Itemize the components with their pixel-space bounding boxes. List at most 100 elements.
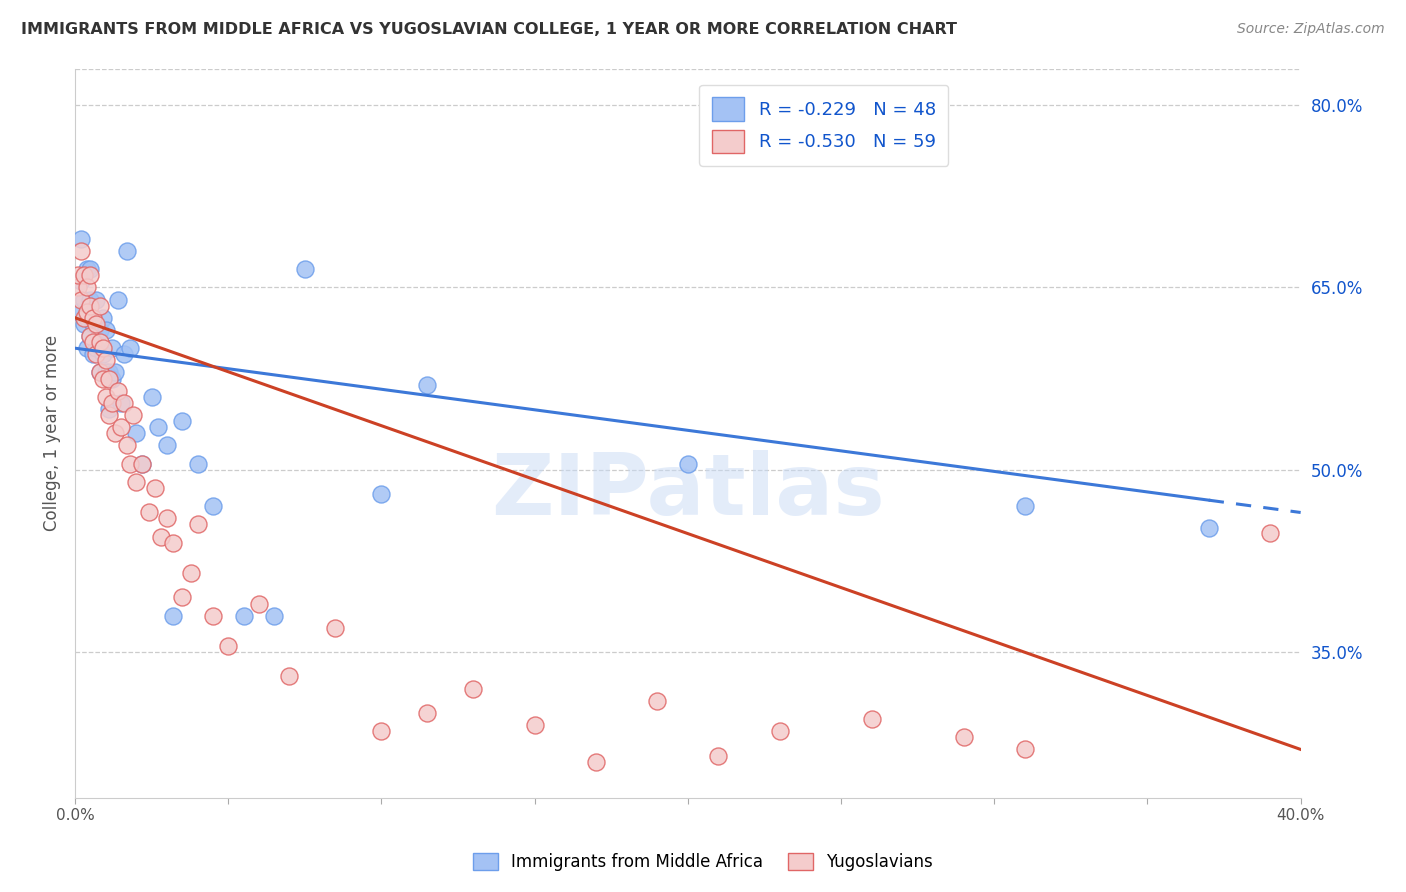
Point bbox=[707, 748, 730, 763]
Point bbox=[76, 304, 98, 318]
Point bbox=[97, 371, 120, 385]
Legend: Immigrants from Middle Africa, Yugoslavians: Immigrants from Middle Africa, Yugoslavi… bbox=[464, 845, 942, 880]
Point bbox=[676, 457, 699, 471]
Point bbox=[70, 232, 93, 246]
Point bbox=[463, 681, 485, 696]
Point bbox=[76, 280, 98, 294]
Point bbox=[73, 293, 96, 307]
Point bbox=[952, 731, 974, 745]
Point bbox=[79, 262, 101, 277]
Point bbox=[247, 597, 270, 611]
Point bbox=[232, 608, 254, 623]
Point bbox=[86, 347, 108, 361]
Point bbox=[131, 457, 153, 471]
Text: ZIPatlas: ZIPatlas bbox=[491, 450, 884, 533]
Point bbox=[769, 724, 792, 739]
Point bbox=[201, 500, 224, 514]
Point bbox=[82, 310, 104, 325]
Point bbox=[112, 347, 135, 361]
Point bbox=[138, 505, 160, 519]
Text: IMMIGRANTS FROM MIDDLE AFRICA VS YUGOSLAVIAN COLLEGE, 1 YEAR OR MORE CORRELATION: IMMIGRANTS FROM MIDDLE AFRICA VS YUGOSLA… bbox=[21, 22, 957, 37]
Point bbox=[104, 426, 127, 441]
Point bbox=[860, 712, 883, 726]
Point bbox=[73, 317, 96, 331]
Point bbox=[125, 426, 148, 441]
Point bbox=[263, 608, 285, 623]
Point bbox=[82, 335, 104, 350]
Point bbox=[325, 621, 347, 635]
Point bbox=[217, 639, 239, 653]
Point bbox=[156, 511, 179, 525]
Point bbox=[89, 335, 111, 350]
Point bbox=[110, 420, 132, 434]
Point bbox=[523, 718, 546, 732]
Point bbox=[97, 401, 120, 416]
Point bbox=[67, 304, 90, 318]
Point bbox=[86, 293, 108, 307]
Point bbox=[91, 347, 114, 361]
Point bbox=[82, 317, 104, 331]
Point bbox=[89, 366, 111, 380]
Point bbox=[97, 408, 120, 422]
Point bbox=[1258, 526, 1281, 541]
Point bbox=[141, 390, 163, 404]
Point bbox=[131, 457, 153, 471]
Point bbox=[156, 438, 179, 452]
Point bbox=[370, 724, 392, 739]
Point bbox=[91, 371, 114, 385]
Point bbox=[162, 535, 184, 549]
Point bbox=[1198, 521, 1220, 535]
Point bbox=[115, 244, 138, 258]
Point bbox=[1014, 500, 1036, 514]
Point bbox=[76, 262, 98, 277]
Point bbox=[79, 329, 101, 343]
Point bbox=[82, 347, 104, 361]
Point bbox=[416, 377, 439, 392]
Point bbox=[101, 341, 124, 355]
Point bbox=[143, 481, 166, 495]
Point bbox=[645, 694, 668, 708]
Point bbox=[86, 341, 108, 355]
Point bbox=[187, 517, 209, 532]
Point bbox=[370, 487, 392, 501]
Point bbox=[101, 371, 124, 385]
Point bbox=[585, 755, 607, 769]
Point bbox=[94, 353, 117, 368]
Point bbox=[172, 414, 194, 428]
Point bbox=[120, 341, 142, 355]
Point bbox=[94, 323, 117, 337]
Point bbox=[115, 438, 138, 452]
Point bbox=[86, 317, 108, 331]
Point bbox=[76, 310, 98, 325]
Point bbox=[107, 293, 129, 307]
Point bbox=[125, 475, 148, 489]
Point bbox=[172, 591, 194, 605]
Point bbox=[97, 366, 120, 380]
Point bbox=[110, 396, 132, 410]
Point bbox=[120, 457, 142, 471]
Point bbox=[278, 669, 301, 683]
Point bbox=[79, 329, 101, 343]
Point bbox=[146, 420, 169, 434]
Point bbox=[112, 396, 135, 410]
Point bbox=[67, 268, 90, 283]
Point bbox=[187, 457, 209, 471]
Point bbox=[122, 408, 145, 422]
Point bbox=[201, 608, 224, 623]
Point bbox=[89, 323, 111, 337]
Point bbox=[107, 384, 129, 398]
Point bbox=[162, 608, 184, 623]
Point bbox=[91, 341, 114, 355]
Legend: R = -0.229   N = 48, R = -0.530   N = 59: R = -0.229 N = 48, R = -0.530 N = 59 bbox=[699, 85, 949, 166]
Point bbox=[180, 566, 202, 581]
Point bbox=[101, 396, 124, 410]
Point bbox=[79, 299, 101, 313]
Point bbox=[91, 310, 114, 325]
Point bbox=[94, 390, 117, 404]
Point bbox=[76, 341, 98, 355]
Point bbox=[89, 366, 111, 380]
Point bbox=[79, 268, 101, 283]
Y-axis label: College, 1 year or more: College, 1 year or more bbox=[44, 335, 60, 532]
Text: Source: ZipAtlas.com: Source: ZipAtlas.com bbox=[1237, 22, 1385, 37]
Point bbox=[294, 262, 316, 277]
